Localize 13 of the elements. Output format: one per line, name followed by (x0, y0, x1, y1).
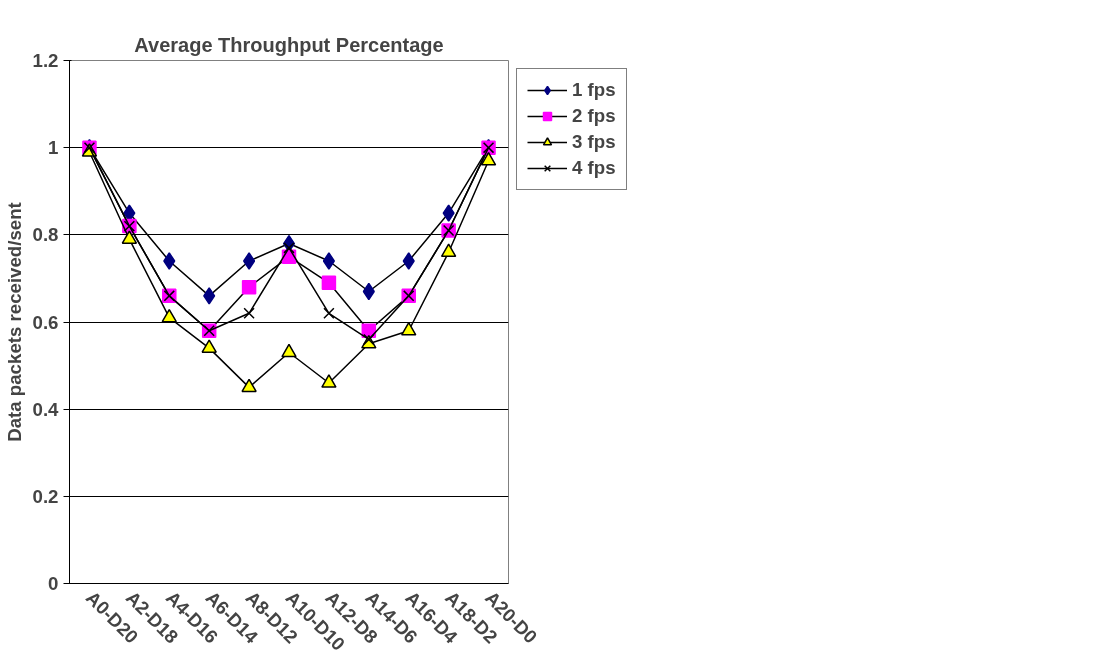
y-tick-label: 0.4 (32, 398, 60, 420)
y-tick-label: 1 (48, 137, 59, 159)
y-tick-label: 0.8 (32, 224, 59, 246)
legend-label: 3 fps (572, 131, 616, 153)
legend-label: 4 fps (572, 157, 616, 179)
y-axis-title: Data packets received/sent (3, 202, 25, 442)
legend-label: 2 fps (572, 105, 616, 127)
y-tick-label: 0.6 (32, 311, 59, 333)
y-tick-label: 1.2 (32, 50, 59, 71)
y-tick-label: 0.2 (32, 485, 59, 507)
legend-label: 1 fps (572, 79, 616, 101)
y-tick-label: 0 (48, 573, 59, 594)
chart-title: Average Throughput Percentage (134, 33, 444, 56)
